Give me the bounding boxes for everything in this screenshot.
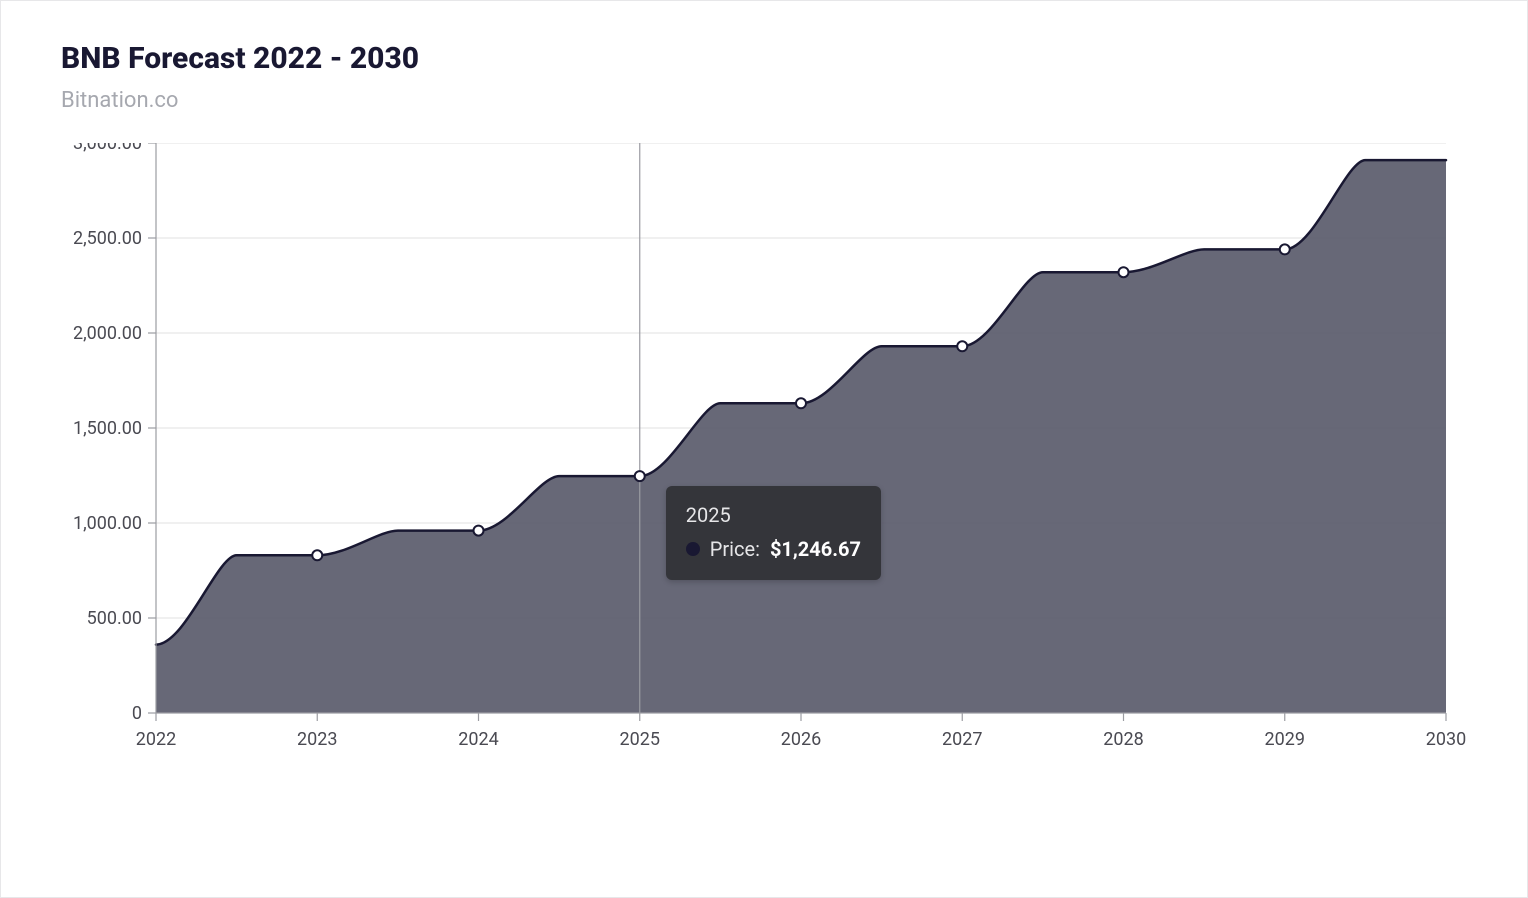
data-marker — [474, 526, 484, 536]
chart-card: BNB Forecast 2022 - 2030 Bitnation.co 0 5… — [0, 0, 1528, 898]
x-tick-label: 2024 — [458, 729, 498, 750]
chart-area[interactable]: 0 500.00 1,000.00 1,500.00 2,000.00 2,500.00 3… — [61, 143, 1467, 843]
x-tick-label: 2030 — [1426, 729, 1466, 750]
forecast-area-chart: 0 500.00 1,000.00 1,500.00 2,000.00 2,500.00 3… — [61, 143, 1466, 773]
x-tick-label: 2025 — [620, 729, 660, 750]
x-tick-label: 2023 — [297, 729, 337, 750]
y-tick-label: 1,500.00 — [73, 418, 142, 439]
data-marker — [796, 398, 806, 408]
y-tick-label: 500.00 — [87, 608, 142, 629]
data-marker — [957, 341, 967, 351]
data-marker — [1280, 244, 1290, 254]
x-tick-label: 2028 — [1103, 729, 1143, 750]
area-fill — [156, 160, 1446, 713]
y-tick-label: 1,000.00 — [73, 513, 142, 534]
y-tick-label: 3,000.00 — [73, 143, 142, 154]
data-marker — [635, 471, 645, 481]
x-tick-label: 2026 — [781, 729, 821, 750]
y-tick-label: 2,000.00 — [73, 323, 142, 344]
y-tick-label: 0 — [132, 703, 142, 724]
y-tick-label: 2,500.00 — [73, 228, 142, 249]
data-marker — [312, 550, 322, 560]
chart-title: BNB Forecast 2022 - 2030 — [61, 41, 1467, 76]
data-marker — [1119, 267, 1129, 277]
x-tick-label: 2027 — [942, 729, 982, 750]
x-tick-label: 2029 — [1265, 729, 1305, 750]
chart-subtitle: Bitnation.co — [61, 88, 1467, 113]
x-tick-label: 2022 — [136, 729, 176, 750]
